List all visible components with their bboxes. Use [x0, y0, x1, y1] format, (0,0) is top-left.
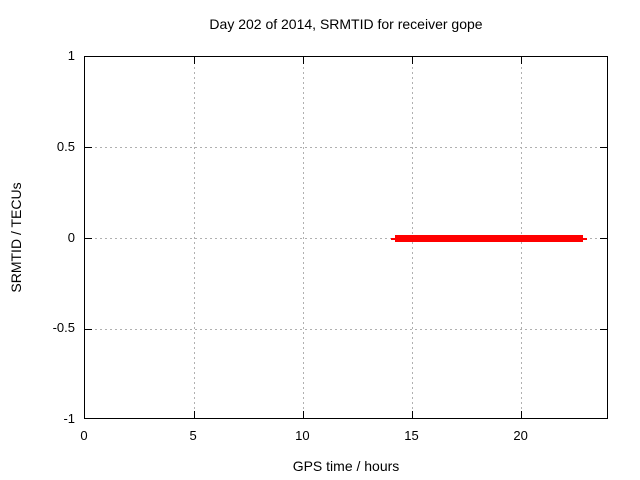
x-tick-label: 5: [189, 428, 197, 443]
x-tick-label: 10: [295, 428, 310, 443]
x-tick-label: 15: [404, 428, 419, 443]
y-tick-mark: [600, 238, 607, 239]
y-tick-label: 0: [67, 229, 75, 245]
y-gridline: [85, 238, 607, 239]
series-srmtid: [395, 235, 583, 242]
y-gridline: [85, 147, 607, 149]
x-tick-label: 20: [513, 428, 528, 443]
chart-title: Day 202 of 2014, SRMTID for receiver gop…: [209, 16, 483, 32]
y-gridline: [85, 328, 607, 330]
x-tick-mark: [412, 57, 413, 64]
y-tick-mark: [85, 328, 92, 330]
y-tick-mark: [85, 238, 92, 239]
y-tick-label: 1: [67, 48, 75, 63]
x-tick-label: 0: [80, 428, 88, 443]
y-tick-label: -1: [63, 411, 75, 426]
x-tick-mark: [521, 57, 523, 64]
y-tick-label: 0.5: [56, 138, 75, 154]
y-tick-label: -0.5: [52, 320, 75, 336]
y-tick-mark: [85, 147, 92, 149]
x-tick-mark: [302, 411, 304, 418]
x-axis-label: GPS time / hours: [292, 458, 400, 474]
x-tick-mark: [302, 57, 304, 64]
y-tick-mark: [600, 147, 607, 149]
plot-area: [84, 56, 608, 419]
y-tick-mark: [600, 328, 607, 330]
x-gridline: [193, 57, 195, 418]
x-tick-mark: [521, 411, 523, 418]
x-gridline: [302, 57, 304, 418]
x-tick-mark: [412, 411, 413, 418]
x-tick-mark: [193, 57, 195, 64]
x-tick-mark: [193, 411, 195, 418]
